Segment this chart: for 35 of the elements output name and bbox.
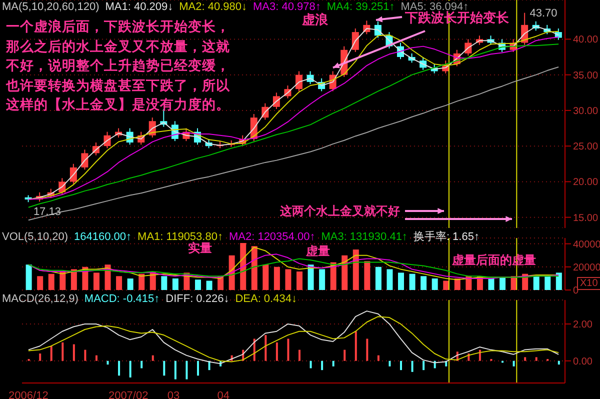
y-axis-title: X10 [577,277,600,290]
y-tick-label: 20.00 [573,177,598,188]
annotation: 这两个水上金叉就不好 [280,203,400,220]
annotation: 43.70 [530,8,558,20]
text: MA1: 119053.80↑ [138,231,223,243]
text: MA4: 39.251↑ [326,1,395,13]
text: DEA: 0.434↓ [235,293,297,305]
y-tick-label: 30.00 [573,106,598,117]
text: MA1: 40.209↓ [105,1,174,13]
annotation: 虚量 [306,243,330,260]
x-tick-label: 2006/12 [8,390,48,399]
chart-subtitle: MACD(26,12,9) [2,293,78,305]
chart-subtitle: VOL(5,10,20) [2,231,68,243]
x-tick-label: 04 [217,390,230,399]
series-label: MA2: 120354.00↑ [228,231,316,243]
series-label: MA3: 131930.41↑ [321,231,408,243]
x-tick-label: 03 [167,390,180,399]
y-tick-label: 40.00 [573,34,598,46]
annotation: 实量 [188,240,212,257]
annotation: 换手率: 1.65↑ [413,231,480,243]
text: MA2: 40.980↓ [179,1,247,13]
text: 164160.00↑ [74,231,132,243]
text: DIFF: 0.226↓ [166,293,230,305]
text: MACD: -0.415↑ [84,293,160,305]
annotation: 17.13 [33,206,61,218]
y-tick-label: 25.00 [573,142,598,153]
annotation: 虚浪 [302,12,328,30]
annotation: 一个虚浪后面，下跌波长开始变长，那么之后的水上金叉又不放量，这就不好，说明整个上升趋势已经变缓，也许要转换为横盘甚至下跌了，所以这样的【水上金叉】是没有力度的。 [6,18,231,116]
y-tick-label: 2.00 [573,320,593,331]
x-tick-label: 2007/02 [108,390,148,399]
y-tick-label: 0.00 [573,356,593,368]
text: MA3: 40.978↑ [252,1,321,13]
chart-subtitle: MA(5,10,20,60,120) [2,1,100,13]
y-tick-label: 15.00 [573,212,598,224]
y-tick-label: 35.00 [573,70,598,82]
